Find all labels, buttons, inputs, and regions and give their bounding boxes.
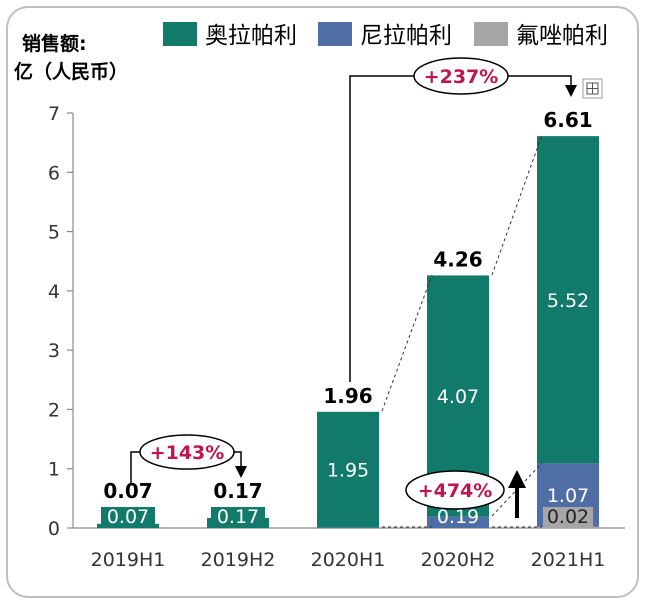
y-tick-label-4: 4	[48, 281, 60, 303]
growth-2019-arrowhead	[235, 466, 247, 478]
bar-2021H1-奥拉帕利	[537, 136, 599, 464]
label-box-2019H1-奥拉帕利	[101, 507, 155, 528]
value-label-2021H1-氟唑帕利: 0.02	[547, 506, 589, 528]
total-labels: 0.07 0.17 1.96 4.26 6.61	[103, 108, 592, 503]
total-label-2019H2: 0.17	[213, 479, 262, 503]
growth-2021-right-line	[508, 75, 572, 86]
legend-label-olaparib: 奥拉帕利	[205, 23, 297, 49]
y-tick-label-7: 7	[48, 103, 60, 125]
legend-label-niraparib: 尼拉帕利	[360, 23, 452, 49]
category-label-2020H2: 2020H2	[421, 549, 496, 571]
total-label-2020H2: 4.26	[433, 247, 482, 271]
value-label-2020H2-奥拉帕利: 4.07	[437, 386, 479, 408]
label-box-2019H2-奥拉帕利	[211, 507, 265, 528]
growth-2019-left-line	[130, 451, 140, 483]
category-label-2019H1: 2019H1	[91, 549, 166, 571]
growth-annotation-niraparib: +474%	[405, 470, 526, 518]
connector-2020h2-2021h1-top	[491, 134, 543, 276]
category-label-2019H2: 2019H2	[201, 549, 276, 571]
growth-2021-left-line	[349, 75, 414, 382]
total-label-2019H1: 0.07	[103, 479, 152, 503]
value-label-2021H1-尼拉帕利: 1.07	[547, 485, 589, 507]
value-label-2019H1-奥拉帕利: 0.07	[107, 506, 149, 528]
value-label-2020H2-尼拉帕利: 0.19	[437, 506, 479, 528]
y-ticks: 0 1 2 3 4 5 6 7	[48, 103, 73, 540]
image-placeholder-icon	[582, 78, 603, 99]
growth-2021-text: +237%	[424, 66, 499, 88]
value-label-2020H1-奥拉帕利: 1.95	[327, 460, 369, 482]
y-axis-title-line1: 销售额:	[22, 32, 87, 55]
bar-2020H1-尼拉帕利	[317, 527, 379, 529]
growth-2021-arrowhead	[565, 85, 577, 97]
bars: 0.07 0.17 1.95 0.19 4.07 0.021.07 5.52	[97, 136, 599, 529]
y-tick-label-2: 2	[48, 399, 60, 421]
category-label-2020H1: 2020H1	[311, 549, 386, 571]
total-label-2020H1: 1.96	[323, 384, 372, 408]
growth-annotation-2019: +143%	[130, 434, 247, 483]
connector-2020h1-2020h2	[381, 274, 433, 412]
growth-niraparib-text: +474%	[418, 480, 493, 502]
bar-2020H2-尼拉帕利	[427, 516, 489, 528]
growth-2019-text: +143%	[150, 442, 225, 464]
growth-2021-bubble	[413, 57, 509, 95]
total-label-2021H1: 6.61	[543, 108, 592, 132]
value-label-2019H2-奥拉帕利: 0.17	[217, 506, 259, 528]
growth-annotation-2021: +237%	[349, 57, 603, 382]
legend-swatch-fluzoparib	[474, 22, 508, 46]
value-label-2021H1-奥拉帕利: 5.52	[547, 290, 589, 312]
y-tick-label-6: 6	[48, 162, 60, 184]
category-label-2021H1: 2021H1	[531, 549, 606, 571]
bar-2020H1-奥拉帕利	[317, 411, 379, 528]
growth-2019-right-line	[234, 451, 242, 468]
y-tick-label-5: 5	[48, 222, 60, 244]
y-tick-label-1: 1	[48, 459, 60, 481]
niraparib-up-arrowhead	[508, 470, 526, 488]
growth-2019-bubble	[139, 434, 235, 470]
y-axis-title-line2: 亿（人民币）	[14, 60, 128, 83]
legend-label-fluzoparib: 氟唑帕利	[516, 23, 608, 49]
legend: 奥拉帕利 尼拉帕利 氟唑帕利	[163, 22, 608, 49]
category-labels: 2019H1 2019H2 2020H1 2020H2 2021H1	[91, 549, 606, 571]
legend-swatch-olaparib	[163, 22, 197, 46]
y-tick-label-3: 3	[48, 340, 60, 362]
legend-swatch-niraparib	[318, 22, 352, 46]
label-box-2021H1-氟唑帕利	[543, 507, 593, 528]
growth-niraparib-bubble	[405, 470, 505, 510]
y-tick-label-0: 0	[48, 518, 60, 540]
